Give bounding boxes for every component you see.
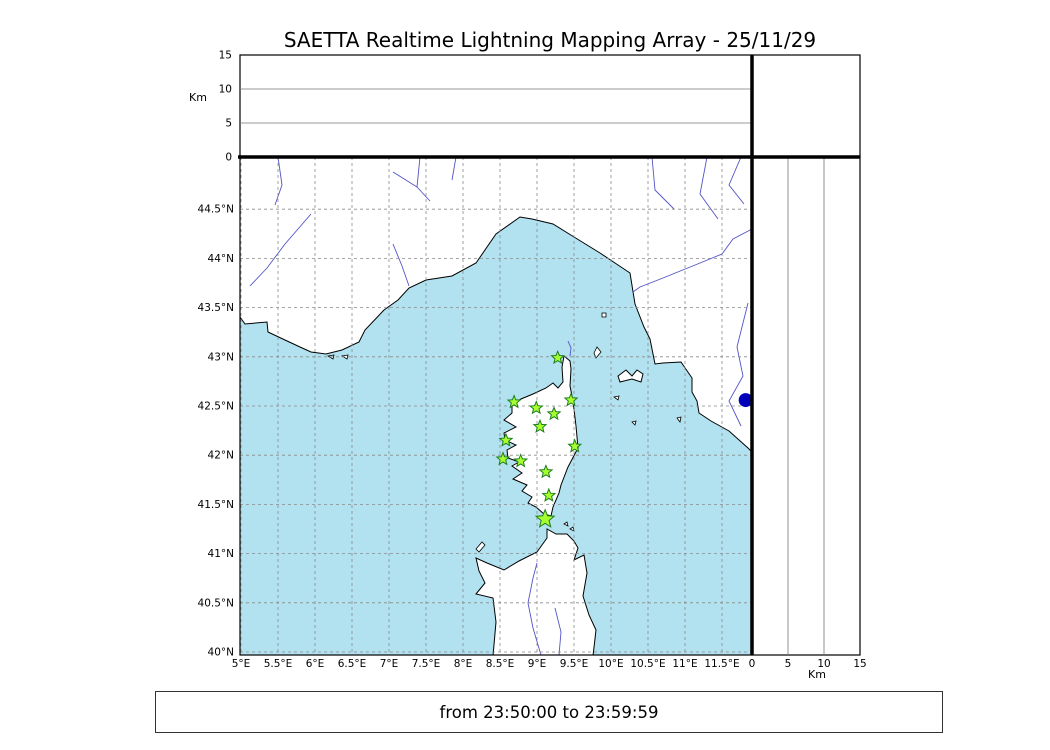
maddalena-islet-1 — [563, 521, 569, 527]
altitude-panel-right — [751, 156, 861, 656]
sensor-station-marker — [495, 451, 511, 466]
altitude-tick-label-top: 15 — [219, 50, 232, 62]
latitude-tick-label: 42°N — [208, 450, 234, 462]
maddalena-islet-2 — [569, 526, 575, 532]
sensor-station-marker — [538, 464, 554, 479]
altitude-tick-label-right: 5 — [785, 658, 792, 670]
latitude-tick-label: 40°N — [208, 647, 234, 659]
latitude-tick-label: 41°N — [208, 548, 234, 560]
river-line — [699, 157, 719, 220]
longitude-tick-label: 5.5°E — [264, 658, 293, 670]
river-line — [249, 213, 312, 287]
sensor-station-marker — [528, 400, 544, 415]
altitude-gridlines-right — [787, 157, 825, 655]
sensor-station-marker — [541, 487, 557, 502]
map-gridlines — [240, 157, 752, 655]
longitude-tick-label: 8°E — [454, 658, 473, 670]
altitude-panel-top-frame — [239, 54, 753, 158]
sardinia-island — [475, 528, 597, 655]
latitude-tick-label: 42.5°N — [198, 401, 234, 413]
sensor-station-marker — [513, 453, 529, 468]
km-axis-label-right: Km — [808, 668, 826, 681]
capraia-island — [593, 346, 602, 359]
longitude-tick-label: 10.5°E — [630, 658, 665, 670]
edge-data-marker — [738, 393, 752, 408]
river-line — [728, 157, 745, 205]
altitude-tick-label-top: 10 — [219, 84, 232, 96]
river-line — [651, 157, 675, 210]
sensor-station-marker — [534, 508, 556, 528]
km-axis-label-top: Km — [189, 91, 207, 104]
altitude-gridlines-top — [240, 88, 752, 124]
longitude-tick-label: 5°E — [232, 658, 251, 670]
longitude-tick-label: 9°E — [528, 658, 547, 670]
corsica-island — [503, 355, 579, 517]
latitude-tick-label: 44°N — [208, 253, 234, 265]
giglio-island — [676, 416, 682, 423]
figure-title: SAETTA Realtime Lightning Mapping Array … — [283, 28, 817, 52]
time-window-text: from 23:50:00 to 23:59:59 — [439, 702, 659, 722]
longitude-tick-label: 10°E — [598, 658, 623, 670]
longitude-tick-label: 8.5°E — [486, 658, 515, 670]
altitude-panel-top — [239, 54, 753, 158]
corner-panel — [751, 54, 861, 158]
sensor-station-marker — [550, 349, 566, 365]
altitude-tick-label-right: 15 — [853, 658, 866, 670]
altitude-tick-label-right: 10 — [817, 658, 830, 670]
pianosa-island — [613, 395, 620, 401]
altitude-panel-right-frame — [751, 156, 861, 656]
river-line — [567, 340, 572, 357]
montecristo-island — [631, 420, 637, 426]
latitude-tick-label: 41.5°N — [198, 499, 234, 511]
altitude-tick-label-top: 5 — [225, 118, 232, 130]
longitude-tick-label: 7.5°E — [412, 658, 441, 670]
river-line — [392, 171, 418, 188]
latitude-tick-label: 40.5°N — [198, 597, 234, 609]
longitude-tick-label: 11°E — [672, 658, 697, 670]
altitude-tick-label-top: 0 — [225, 152, 232, 164]
axis-tick-labels: 0 5 10 15 0 5 10 15 44.5°N 44°N 43.5°N 43°N 42.5°N 42… — [198, 50, 867, 671]
time-window-box: from 23:50:00 to 23:59:59 — [155, 691, 943, 733]
river-line — [274, 157, 283, 206]
latitude-tick-label: 44.5°N — [198, 204, 234, 216]
river-line — [632, 228, 752, 293]
sensor-station-marker — [506, 394, 522, 409]
rivers — [249, 157, 752, 655]
elba-island — [617, 369, 644, 383]
river-line — [554, 607, 562, 655]
longitude-tick-label: 7°E — [380, 658, 399, 670]
longitude-tick-label: 6°E — [306, 658, 325, 670]
sensor-station-marker — [498, 432, 514, 447]
gorgona-island — [601, 312, 607, 318]
data-markers — [738, 393, 752, 408]
longitude-tick-label: 6.5°E — [338, 658, 367, 670]
map-panel — [239, 156, 753, 656]
sensor-stations — [495, 349, 583, 528]
mainland-coastline — [240, 157, 752, 453]
river-line — [451, 157, 457, 181]
longitude-tick-label: 11.5°E — [704, 658, 739, 670]
landmasses — [240, 157, 752, 655]
latitude-tick-label: 43.5°N — [198, 302, 234, 314]
altitude-tick-label-right: 0 — [749, 658, 756, 670]
sensor-station-marker — [563, 392, 579, 407]
sensor-station-marker — [546, 406, 562, 421]
sensor-station-marker — [532, 418, 548, 433]
river-line — [392, 243, 410, 287]
longitude-tick-label: 9.5°E — [560, 658, 589, 670]
sensor-station-marker — [567, 438, 583, 453]
latitude-tick-label: 43°N — [208, 351, 234, 363]
river-line — [728, 302, 749, 427]
asinara-island — [475, 541, 486, 553]
